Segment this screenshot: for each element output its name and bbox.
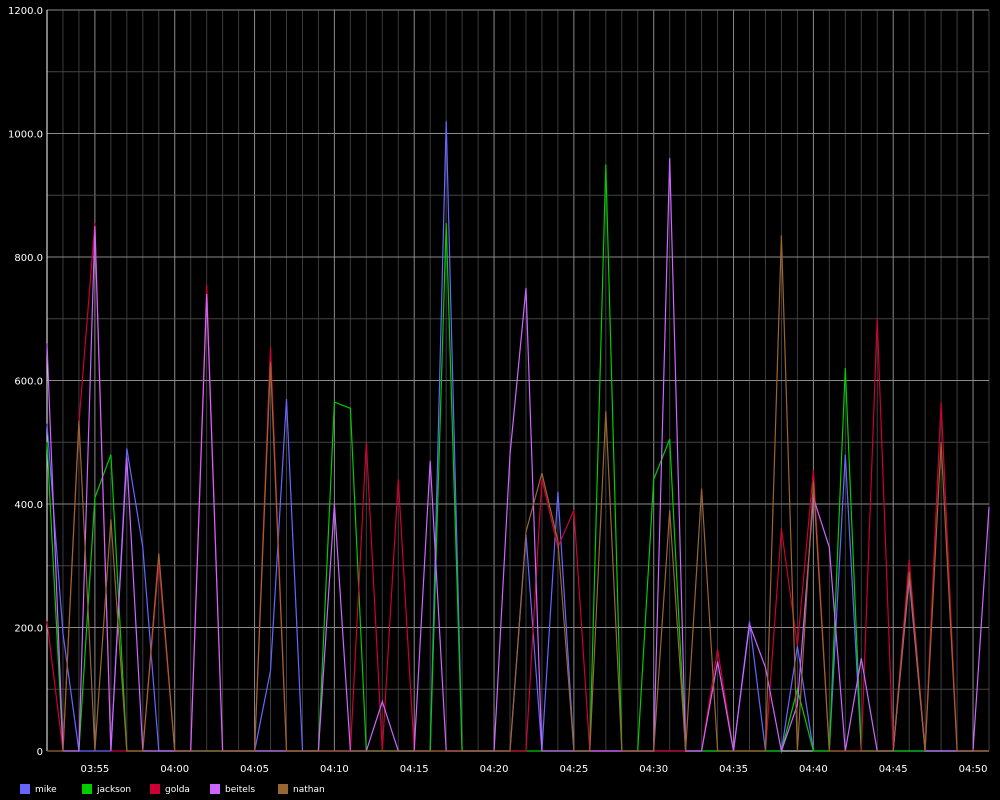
x-tick-label: 04:50 [959,764,988,775]
legend-swatch-mike [20,784,30,794]
legend-label-golda: golda [165,785,190,795]
y-tick-label: 400.0 [14,500,43,511]
legend-label-mike: mike [35,785,57,795]
legend-label-jackson: jackson [96,785,131,795]
y-tick-label: 1000.0 [8,130,43,141]
x-tick-label: 04:00 [160,764,189,775]
legend-swatch-golda [150,784,160,794]
x-tick-label: 04:35 [719,764,748,775]
series-line-beitels [46,158,990,754]
x-tick-label: 04:20 [480,764,509,775]
y-tick-label: 800.0 [14,253,43,264]
x-tick-label: 04:05 [240,764,269,775]
y-axis-ticks: 0 200.0 400.0 600.0 800.0 1000.0 1200.0 [8,6,43,758]
legend: mike jackson golda beitels nathan [20,784,325,795]
x-tick-label: 04:40 [799,764,828,775]
y-tick-label: 0 [37,747,43,758]
series-lines [46,121,990,754]
x-tick-label: 04:10 [320,764,349,775]
legend-swatch-beitels [210,784,220,794]
x-axis-ticks: 03:55 04:00 04:05 04:10 04:15 04:20 04:25 04:30… [80,764,987,775]
legend-label-beitels: beitels [225,785,255,795]
y-tick-label: 200.0 [14,624,43,635]
legend-swatch-nathan [278,784,288,794]
legend-label-nathan: nathan [293,785,325,795]
x-tick-label: 04:25 [559,764,588,775]
x-tick-label: 04:15 [400,764,429,775]
series-line-nathan [47,235,989,752]
x-tick-label: 04:45 [879,764,908,775]
y-tick-label: 600.0 [14,377,43,388]
y-tick-label: 1200.0 [8,6,43,17]
x-tick-label: 03:55 [80,764,109,775]
legend-swatch-jackson [82,784,92,794]
x-tick-label: 04:30 [639,764,668,775]
